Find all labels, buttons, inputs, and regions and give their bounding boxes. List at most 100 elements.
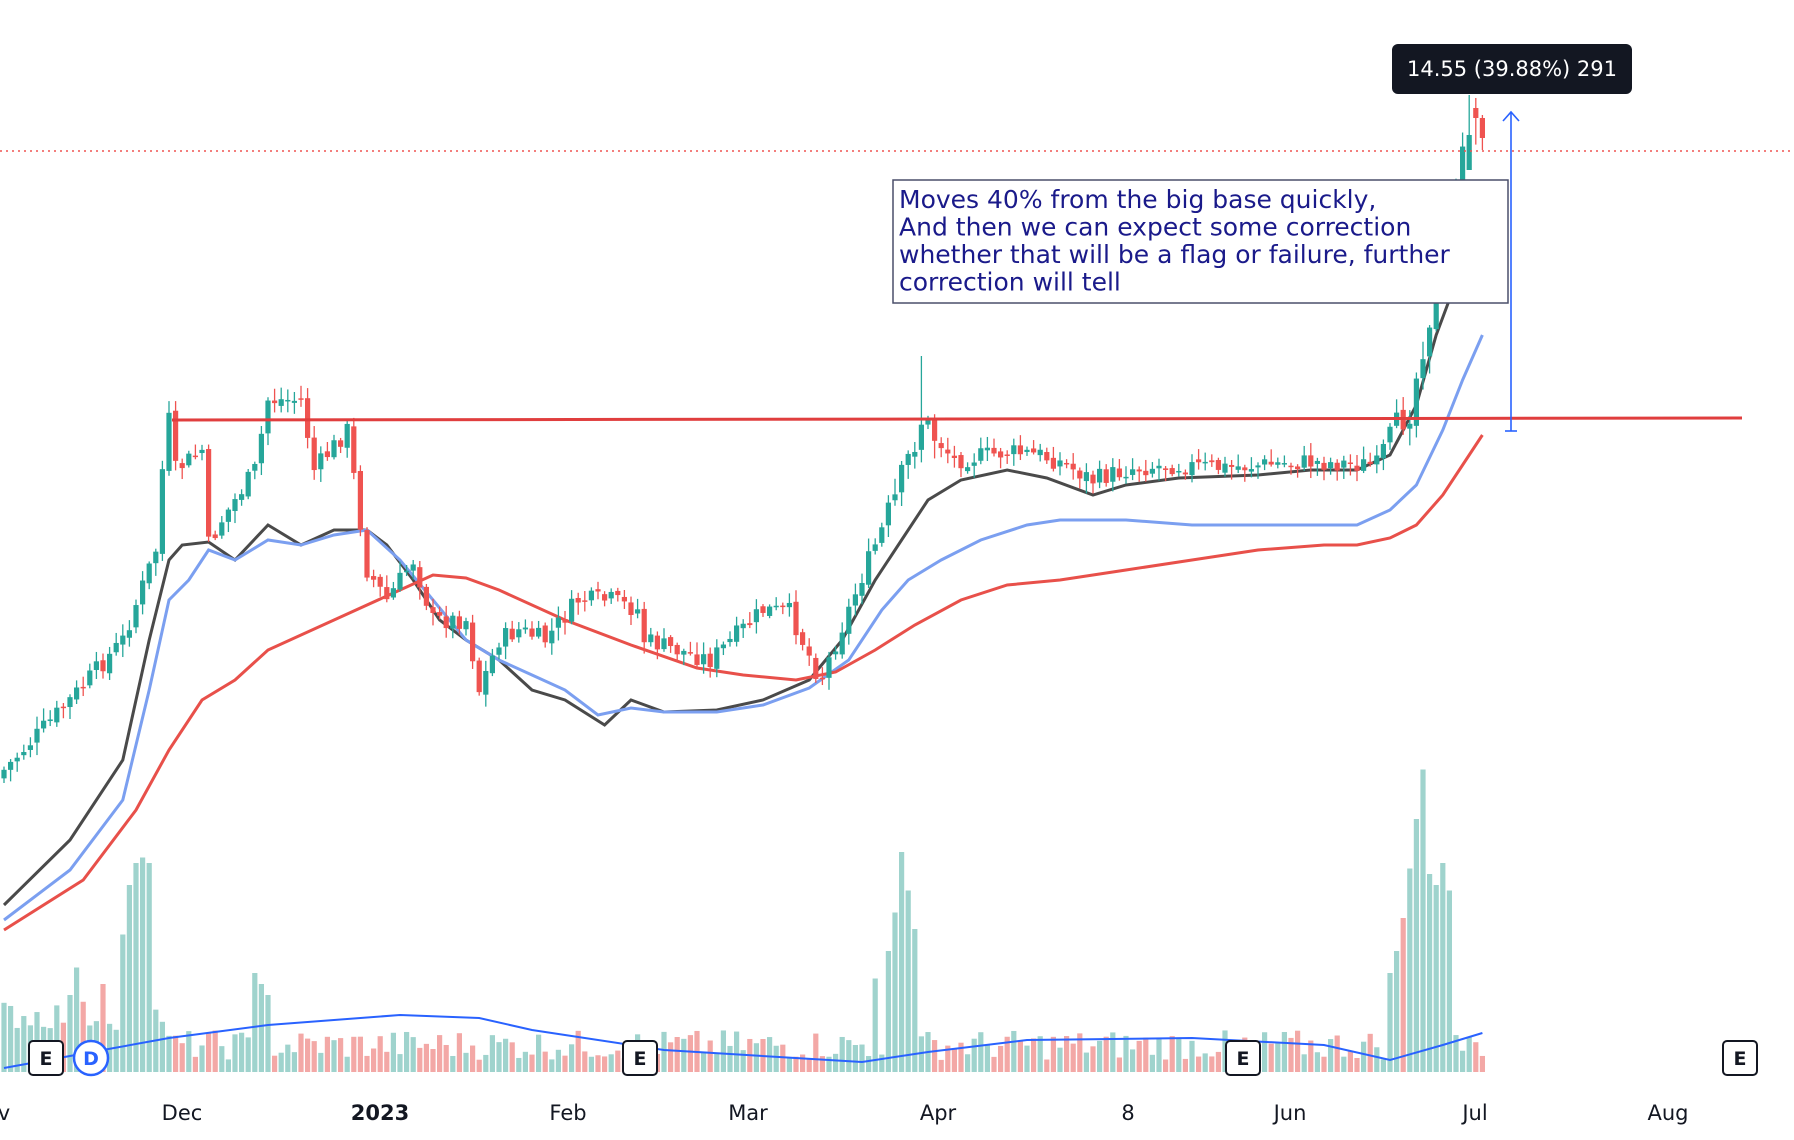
candle-body bbox=[41, 720, 47, 729]
candle-body bbox=[476, 660, 482, 693]
volume-bar bbox=[1400, 918, 1406, 1072]
candle-body bbox=[272, 400, 278, 404]
volume-bar bbox=[344, 1056, 350, 1072]
measure-tool[interactable]: 14.55 (39.88%) 291 bbox=[1392, 44, 1632, 432]
volume-bar bbox=[1308, 1040, 1314, 1072]
candle-body bbox=[753, 609, 759, 623]
candle-body bbox=[344, 423, 350, 448]
candle-body bbox=[819, 677, 825, 680]
event-marker-label: D bbox=[83, 1048, 99, 1070]
x-axis-tick-label: 8 bbox=[1121, 1101, 1134, 1125]
volume-bar bbox=[938, 1059, 944, 1072]
volume-bar bbox=[503, 1038, 509, 1072]
volume-bar bbox=[390, 1032, 396, 1072]
volume-bar bbox=[681, 1038, 687, 1072]
candle-body bbox=[219, 522, 225, 536]
x-axis-tick-label: Apr bbox=[920, 1101, 957, 1125]
volume-bar bbox=[1367, 1033, 1373, 1072]
x-axis-tick-label: v bbox=[0, 1101, 10, 1125]
candle-body bbox=[423, 586, 429, 606]
volume-bar bbox=[1301, 1054, 1307, 1072]
volume-bar bbox=[1163, 1059, 1169, 1072]
candle-body bbox=[239, 494, 245, 500]
volume-bar bbox=[932, 1040, 938, 1072]
candle-body bbox=[67, 697, 73, 708]
volume-bar bbox=[67, 995, 73, 1072]
candle-body bbox=[1116, 468, 1122, 478]
volume-bar bbox=[786, 1057, 792, 1072]
resistance-line[interactable] bbox=[171, 416, 1743, 422]
candle-body bbox=[74, 687, 80, 700]
candle-body bbox=[1229, 464, 1235, 467]
volume-bar bbox=[800, 1054, 806, 1072]
volume-bar bbox=[199, 1045, 205, 1072]
volume-bar bbox=[1427, 874, 1433, 1072]
candle-body bbox=[806, 646, 812, 656]
candle-body bbox=[846, 606, 852, 634]
volume-bar bbox=[780, 1044, 786, 1072]
volume-bar bbox=[1136, 1040, 1142, 1072]
candle-body bbox=[166, 412, 172, 471]
volume-bar bbox=[1361, 1041, 1367, 1072]
candle-body bbox=[575, 597, 581, 603]
candle-body bbox=[694, 654, 700, 665]
candle-body bbox=[54, 707, 60, 723]
volume-bar bbox=[1031, 1038, 1037, 1072]
candle-body bbox=[654, 635, 660, 650]
candle-body bbox=[727, 638, 733, 643]
candle-body bbox=[1, 769, 7, 779]
candle-body bbox=[1057, 460, 1063, 467]
candle-body bbox=[258, 433, 264, 464]
candle-body bbox=[866, 551, 872, 585]
volume-bar bbox=[720, 1030, 726, 1072]
candle-body bbox=[206, 449, 212, 537]
candle-body bbox=[681, 650, 687, 655]
volume-bar bbox=[384, 1051, 390, 1072]
volume-bar bbox=[740, 1050, 746, 1072]
volume-bar bbox=[1354, 1058, 1360, 1072]
candle-body bbox=[120, 635, 126, 645]
candle-body bbox=[483, 670, 489, 695]
volume-bar bbox=[80, 1001, 86, 1072]
volume-bar bbox=[555, 1049, 561, 1072]
volume-bar bbox=[826, 1056, 832, 1072]
volume-layer bbox=[1, 769, 1485, 1072]
volume-bar bbox=[404, 1031, 410, 1072]
candle-body bbox=[555, 617, 561, 628]
volume-bar bbox=[351, 1036, 357, 1072]
candle-body bbox=[918, 424, 924, 450]
volume-bar bbox=[852, 1045, 858, 1072]
candle-body bbox=[1103, 469, 1109, 483]
volume-bar bbox=[1374, 1047, 1380, 1072]
annotation-box[interactable]: Moves 40% from the big base quickly, And… bbox=[892, 179, 1509, 304]
event-marker-earnings bbox=[28, 1040, 64, 1076]
candle-body bbox=[1031, 448, 1037, 453]
volume-bar bbox=[892, 912, 898, 1072]
candle-body bbox=[648, 634, 654, 643]
volume-bar bbox=[582, 1051, 588, 1072]
volume-bar bbox=[879, 1054, 885, 1072]
candle-body bbox=[1176, 470, 1182, 473]
volume-bar bbox=[1050, 1036, 1056, 1072]
candle-body bbox=[1367, 461, 1373, 464]
candle-body bbox=[443, 616, 449, 629]
volume-bar bbox=[866, 1056, 872, 1072]
volume-bar bbox=[707, 1040, 713, 1072]
volume-bar bbox=[965, 1054, 971, 1072]
volume-bar bbox=[549, 1059, 555, 1072]
candle-body bbox=[192, 455, 198, 458]
volume-bar bbox=[232, 1034, 238, 1072]
volume-bar bbox=[311, 1041, 317, 1072]
candle-body bbox=[800, 632, 806, 645]
volume-bar bbox=[430, 1049, 436, 1072]
candle-body bbox=[87, 670, 93, 686]
event-marker-label: E bbox=[40, 1048, 53, 1070]
volume-bar bbox=[146, 863, 152, 1072]
event-marker-earnings bbox=[1722, 1040, 1758, 1076]
volume-bar bbox=[456, 1033, 462, 1072]
candle-body bbox=[1182, 472, 1188, 475]
candle-body bbox=[1479, 118, 1485, 138]
candle-body bbox=[958, 455, 964, 469]
